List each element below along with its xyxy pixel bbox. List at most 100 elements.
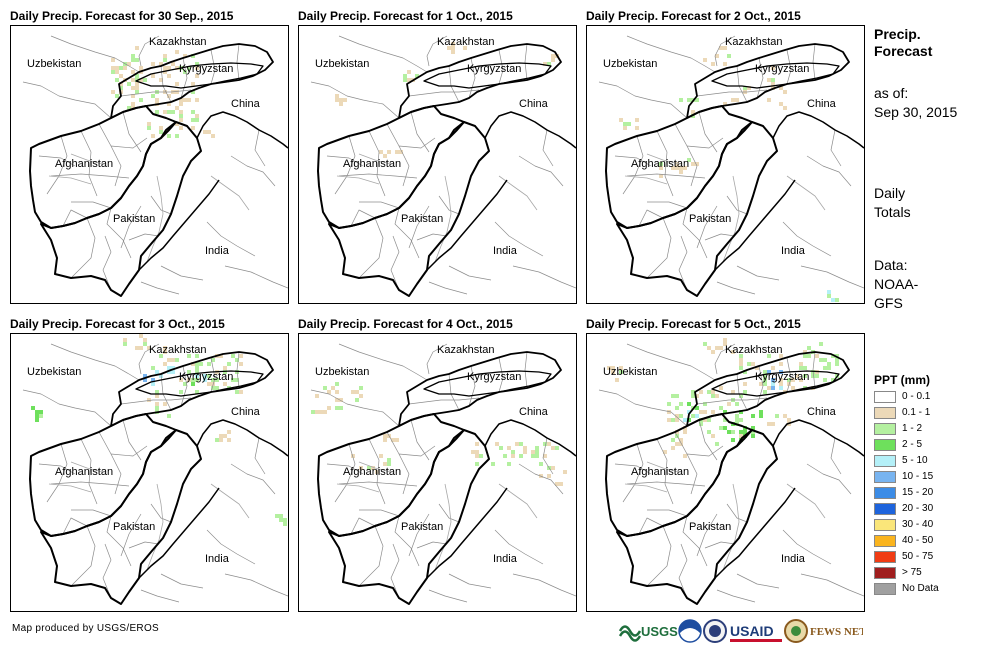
precip-cell [163,110,167,114]
precip-cell [147,126,151,130]
precip-cell [351,390,355,394]
admin-boundary [806,155,852,187]
precip-cell [315,410,319,414]
precip-cell [671,438,675,442]
country-label-kyrgyzstan: Kyrgyzstan [755,371,809,383]
country-label-pakistan: Pakistan [401,213,443,225]
precip-cell [547,442,551,446]
admin-boundary [122,111,142,153]
panel-title-1: Daily Precip. Forecast for 30 Sep., 2015 [10,9,234,23]
legend-swatch [874,455,896,467]
precip-cell [823,378,827,382]
panel-title-6: Daily Precip. Forecast for 5 Oct., 2015 [586,317,801,331]
admin-boundary [102,543,112,599]
country-label-kazakhstan: Kazakhstan [149,344,206,356]
admin-boundary [736,265,780,281]
precip-cell [207,362,211,366]
precip-cell [399,150,403,154]
precip-cell [115,78,119,82]
admin-boundary [338,35,428,73]
legend-label: 1 - 2 [902,423,923,434]
precip-cell [127,62,131,66]
precip-cell [739,434,743,438]
precip-cell [159,62,163,66]
precip-cell [223,434,227,438]
panel-title-3: Daily Precip. Forecast for 2 Oct., 2015 [586,9,801,23]
precip-cell [319,410,323,414]
river-line [210,175,250,211]
precip-cell [739,430,743,434]
legend-label: 0 - 0.1 [902,391,931,402]
precip-cell [203,378,207,382]
precip-cell [151,94,155,98]
precip-cell [543,62,547,66]
china-border [772,111,864,149]
precip-cell [743,370,747,374]
precip-cell [831,298,835,302]
precip-cells [311,382,567,486]
precip-cell [547,62,551,66]
precip-cell [359,386,363,390]
admin-boundary [428,281,468,295]
precip-cell [683,454,687,458]
precip-cell [175,122,179,126]
admin-boundary [160,573,204,589]
precip-cell [215,438,219,442]
precip-cell [679,98,683,102]
precip-cell [167,414,171,418]
precip-cell [163,362,167,366]
precip-cell [147,398,151,402]
kyrgyz-tajik-border [110,43,274,119]
precip-cell [191,90,195,94]
precip-cell [195,378,199,382]
map-canvas: Kazakhstan Uzbekistan Kyrgyzstan China Afgha… [598,338,864,605]
precip-cell [819,342,823,346]
precip-cell [743,430,747,434]
precip-cell [167,110,171,114]
precip-cells [619,46,839,302]
pakistan-border [40,429,202,605]
precip-cell [391,438,395,442]
admin-boundary [110,137,148,149]
precip-cell [135,74,139,78]
precip-cell [743,382,747,386]
precip-cell [507,446,511,450]
admin-boundary [736,573,780,589]
precip-cell [551,54,555,58]
country-label-china: China [519,406,549,418]
precip-cell [451,42,455,46]
country-label-afghanistan: Afghanistan [55,158,113,170]
precip-cell [171,370,175,374]
panel-title-2: Daily Precip. Forecast for 1 Oct., 2015 [298,9,513,23]
precip-cell [627,122,631,126]
admin-boundary [120,397,192,405]
precip-cell [691,390,695,394]
sidebar-data-line3: GFS [874,295,903,311]
map-panel-6: Kazakhstan Uzbekistan Kyrgyzstan China Afgha… [586,333,865,612]
precip-cell [767,386,771,390]
precip-cell [191,110,195,114]
precip-cell [767,98,771,102]
precip-cell [711,62,715,66]
admin-boundary [756,57,764,99]
precip-cell [559,482,563,486]
admin-boundary [494,221,544,257]
precip-cell [335,398,339,402]
precip-cell [235,390,239,394]
sidebar-title-line2: Forecast [874,43,933,59]
precip-cell [359,394,363,398]
admin-boundary [206,221,256,257]
admin-boundary [338,173,418,179]
precip-cell [803,374,807,378]
precip-cell [715,394,719,398]
legend-label: 30 - 40 [902,519,934,530]
precip-cell [111,66,115,70]
precip-cell [191,126,195,130]
precip-cell [771,66,775,70]
precip-cell [723,426,727,430]
precip-cell [151,378,155,382]
precip-cell [679,402,683,406]
precip-cell [555,446,559,450]
map-credit: Map produced by USGS/EROS [12,623,160,634]
sidebar-data-line2: NOAA- [874,276,919,292]
